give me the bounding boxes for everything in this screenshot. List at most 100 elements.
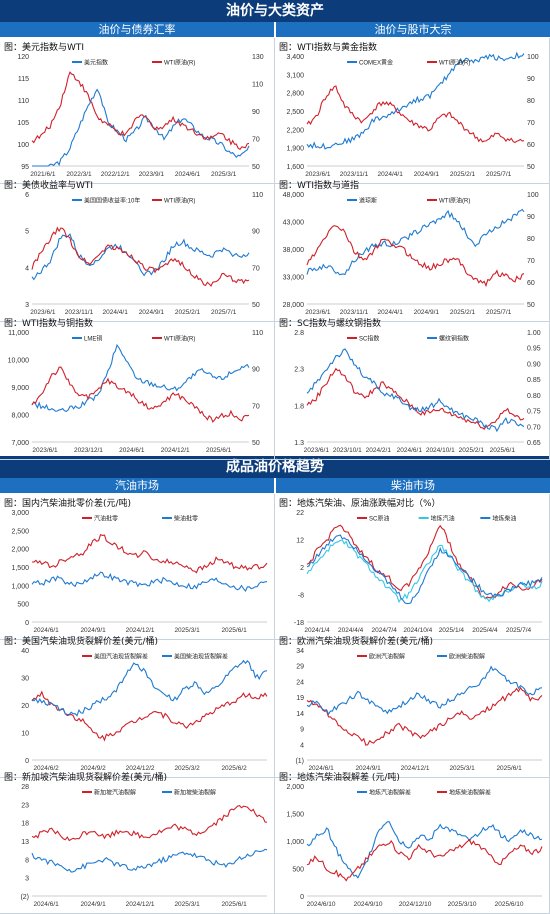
- y2-tick-label: 50: [527, 302, 535, 309]
- x-tick-label: 2023/6/1: [304, 447, 330, 454]
- y-tick-label: 28,000: [283, 302, 305, 309]
- y-tick-label: 100: [17, 142, 29, 149]
- y-tick-label: 18: [21, 821, 29, 828]
- subheader-stocks-commodities: 油价与股市大宗: [276, 22, 550, 37]
- y2-tick-label: 110: [252, 82, 263, 89]
- x-tick-label: 2023/9/1: [139, 171, 165, 178]
- series-line-1: [306, 665, 543, 716]
- series-line-0: [31, 343, 250, 413]
- x-tick-label: 2025/7/1: [486, 171, 512, 178]
- legend-label: 新加坡柴油裂解: [174, 789, 216, 797]
- chart-title: 图：WTI指数与黄金指数: [279, 43, 378, 53]
- x-tick-label: 2024/9/1: [80, 901, 106, 908]
- chart-panel-c9: 图：美国汽柴油现货裂解价差(美元/桶) 40 30 20 10 0 2024/6/2 2024…: [0, 632, 275, 778]
- y-tick-label: 9: [300, 727, 304, 734]
- y-tick-label: 3: [25, 876, 29, 883]
- chart-title: 图：SC指数与螺纹钢指数: [279, 319, 381, 329]
- series-line-1: [306, 539, 543, 604]
- series-line-1: [306, 838, 543, 882]
- y2-tick-label: 100: [527, 54, 539, 61]
- x-tick-label: 2025/6/2: [221, 765, 247, 772]
- legend-label: 地炼柴油: [492, 515, 516, 523]
- x-tick-label: 2025/3/1: [174, 901, 200, 908]
- x-tick-label: 2024/9/2: [80, 765, 106, 772]
- chart-panel-c3: 图：美债收益率与WTI 6 5 4 3 110 90 70 50 2023/6/1 2023/11/…: [0, 176, 275, 322]
- legend-label: 欧洲柴油裂解: [449, 653, 485, 661]
- y-tick-label: 8: [25, 857, 29, 864]
- y-tick-label: 30: [21, 676, 29, 683]
- chart-title: 图：WTI指数与铜指数: [4, 319, 94, 329]
- chart-title: 图：国内汽柴油批零价差(元/吨): [4, 499, 132, 509]
- y2-tick-label: 50: [252, 302, 260, 309]
- y2-tick-label: 110: [252, 192, 263, 199]
- y-tick-label: 4: [25, 265, 29, 272]
- series-line-0: [306, 367, 525, 430]
- y2-tick-label: 100: [527, 192, 539, 199]
- x-tick-label: 2024/12/10: [399, 901, 432, 908]
- y-tick-label: 8,000: [11, 413, 29, 420]
- legend-label: 美国汽油现货裂解差: [94, 653, 148, 661]
- y-tick-label: 1,900: [286, 146, 304, 153]
- legend-label: 汽油批零: [94, 515, 118, 523]
- x-tick-label: 2025/3/1: [174, 627, 200, 634]
- y-tick-label: 10: [21, 731, 29, 738]
- y2-tick-label: 0.80: [527, 393, 541, 400]
- x-tick-label: 2023/6/1: [305, 171, 331, 178]
- y-tick-label: 2: [300, 565, 304, 572]
- series-line-1: [31, 848, 268, 873]
- x-tick-label: 2024/4/1: [378, 309, 404, 316]
- chart-svg: 3,000 2,500 2,000 1,500 1,000 500 0 2024/6/1 202…: [11, 510, 268, 634]
- legend-label: 美国国债收益率:10年: [84, 197, 140, 205]
- x-tick-label: 2025/7/1: [486, 309, 512, 316]
- y2-tick-label: 80: [527, 98, 535, 105]
- x-tick-label: 2023/6/1: [305, 309, 331, 316]
- y2-tick-label: 50: [252, 440, 260, 447]
- y2-tick-label: 70: [252, 403, 260, 410]
- y-tick-label: 4: [300, 742, 304, 749]
- chart-title: 图：欧洲汽柴油现货裂解价差(美元/桶): [279, 637, 434, 647]
- y-tick-label: 0: [25, 620, 29, 627]
- series-line-0: [306, 524, 543, 600]
- section-title-products: 成品油价格趋势: [0, 456, 550, 478]
- x-tick-label: 2022/12/1: [101, 171, 130, 178]
- y-tick-label: 22: [296, 510, 304, 517]
- x-tick-label: 2025/1/4: [439, 627, 465, 634]
- y-tick-label: (1): [295, 758, 304, 765]
- y2-tick-label: 130: [252, 54, 264, 61]
- legend-label: SC指数: [359, 335, 379, 343]
- y-tick-label: 24: [296, 679, 304, 686]
- x-tick-label: 2025/6/1: [221, 901, 247, 908]
- chart-svg: 40 30 20 10 0 2024/6/2 2024/9/2 2024/12/2 2025/3…: [21, 648, 268, 772]
- series-line-0: [32, 88, 250, 167]
- y2-tick-label: 60: [527, 142, 535, 149]
- y-tick-label: 11,000: [8, 330, 29, 337]
- x-tick-label: 2023/11/1: [340, 309, 369, 316]
- y-tick-label: -18: [294, 620, 304, 627]
- x-tick-label: 2025/3/10: [448, 901, 477, 908]
- x-tick-label: 2024/4/1: [103, 309, 129, 316]
- x-tick-label: 2025/2/1: [450, 309, 476, 316]
- x-tick-label: 2025/3/1: [211, 171, 237, 178]
- y-tick-label: 95: [21, 164, 29, 171]
- y2-tick-label: 50: [252, 164, 260, 171]
- legend-label: WTI原油(R): [164, 59, 195, 67]
- y2-tick-label: 90: [252, 109, 260, 116]
- x-tick-label: 2025/3/2: [174, 765, 200, 772]
- y-tick-label: 1.8: [294, 403, 304, 410]
- y-tick-label: 500: [292, 867, 304, 874]
- y-tick-label: 13: [21, 839, 29, 846]
- x-tick-label: 2025/2/1: [459, 447, 485, 454]
- y2-tick-label: 90: [252, 229, 260, 236]
- y-tick-label: 23: [21, 802, 29, 809]
- legend-label: 新加坡汽油裂解: [94, 789, 136, 797]
- y-tick-label: 3: [25, 302, 29, 309]
- y-tick-label: 1,500: [11, 565, 29, 572]
- x-tick-label: 2025/4/4: [472, 627, 498, 634]
- chart-title: 图：WTI指数与道指: [279, 181, 360, 191]
- chart-panel-c11: 图：新加坡汽柴油现货裂解价差(美元/桶) 28 23 18 13 8 3 (2) 2024/6/…: [0, 768, 275, 914]
- y2-tick-label: 70: [252, 265, 260, 272]
- y-tick-label: 5: [25, 229, 29, 236]
- y-tick-label: 12: [296, 538, 304, 545]
